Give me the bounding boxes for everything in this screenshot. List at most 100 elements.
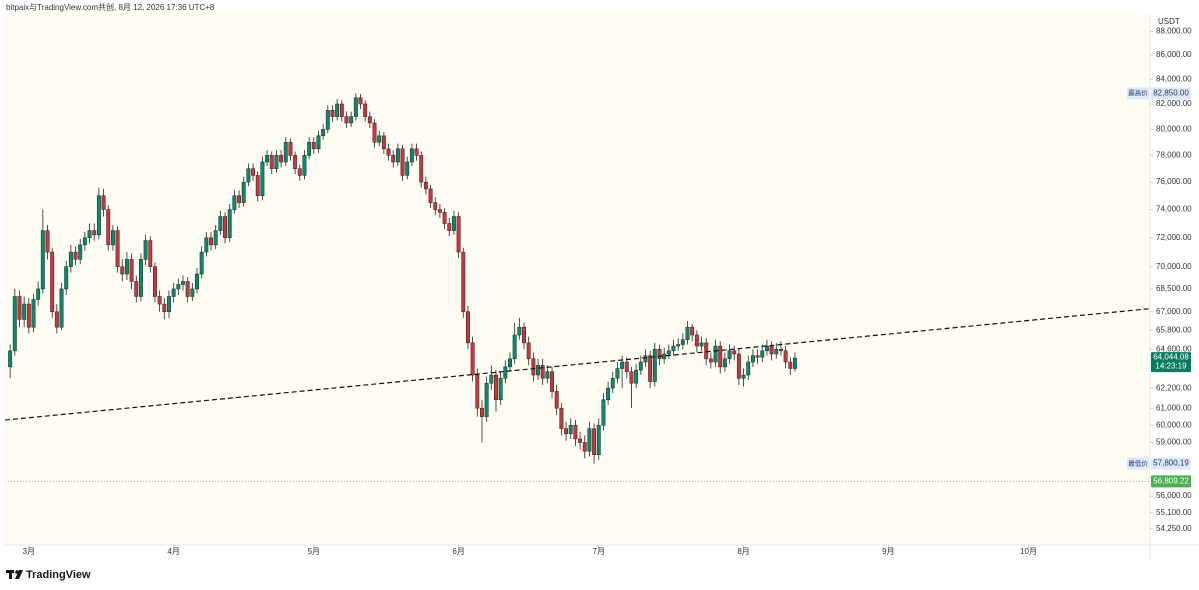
candle-body	[657, 348, 662, 360]
candle-body	[176, 284, 181, 290]
candle-body	[101, 195, 106, 210]
last-price-label: 64,044.08	[1153, 353, 1189, 362]
candle-body	[629, 371, 634, 384]
y-tick-label: 67,000.00	[1156, 307, 1192, 316]
y-tick-label: 56,000.00	[1156, 491, 1192, 500]
candle-body	[110, 230, 115, 246]
candle-body	[475, 374, 480, 409]
candle-body	[54, 311, 59, 328]
currency: USDT	[1158, 17, 1180, 26]
y-tick-label: 88,000.00	[1156, 26, 1192, 35]
candle-body	[190, 288, 195, 297]
candle-body	[255, 175, 260, 196]
candle-body	[671, 345, 676, 352]
candle-body	[451, 216, 456, 231]
candle-body	[167, 296, 171, 312]
x-tick-label: 6月	[452, 547, 464, 556]
candle-body	[596, 424, 601, 455]
candle-body	[17, 296, 22, 320]
candle-body	[559, 407, 564, 429]
candle-body	[209, 237, 213, 246]
candle-body	[148, 240, 153, 267]
candle-body	[297, 168, 302, 176]
candle-body	[778, 348, 783, 352]
candle-body	[746, 361, 751, 376]
high-price-box	[1151, 87, 1191, 100]
candle-body	[106, 209, 111, 246]
candle-body	[540, 365, 545, 379]
candle-body	[732, 350, 737, 355]
x-tick-label: 9月	[882, 547, 894, 556]
candle-body	[447, 223, 452, 231]
candle-body	[522, 326, 526, 344]
candle-body	[615, 368, 620, 379]
candle-body	[143, 240, 148, 260]
candle-body	[428, 188, 433, 203]
y-tick-label: 59,000.00	[1156, 438, 1192, 447]
candle-body	[96, 195, 101, 236]
candle-body	[788, 361, 793, 369]
candle-body	[564, 428, 569, 435]
candle-body	[437, 209, 442, 213]
y-tick-label: 84,000.00	[1156, 74, 1192, 83]
candle-body	[218, 216, 223, 231]
candle-body	[316, 135, 321, 150]
y-tick-label: 78,000.00	[1156, 151, 1192, 160]
candle-body	[414, 148, 419, 156]
candle-body	[498, 378, 503, 401]
candle-body	[64, 266, 69, 290]
candle-body	[115, 230, 120, 267]
candle-body	[82, 237, 87, 246]
y-tick-label: 54,250.00	[1156, 524, 1192, 533]
high-tag: 最高价	[1128, 88, 1148, 97]
x-tick-label: 5月	[308, 547, 320, 556]
candle-body	[50, 251, 55, 312]
candle-body	[685, 326, 690, 340]
candle-body	[265, 155, 270, 163]
candle-body	[367, 116, 372, 124]
candle-body	[241, 181, 246, 203]
candle-body	[377, 135, 382, 143]
candle-body	[26, 303, 31, 328]
candle-body	[311, 142, 316, 150]
y-tick-label: 70,000.00	[1156, 262, 1192, 271]
candle-body	[531, 358, 536, 376]
candle-body	[484, 382, 489, 417]
candle-body	[232, 195, 237, 210]
candle-body	[554, 391, 559, 409]
candle-body	[223, 216, 227, 238]
candle-body	[634, 369, 639, 384]
candle-body	[213, 230, 218, 246]
candle-body	[204, 237, 209, 253]
candle-body	[325, 110, 330, 130]
candle-body	[442, 212, 447, 224]
candle-body	[8, 350, 13, 368]
candle-body	[587, 428, 592, 452]
candle-body	[718, 345, 723, 368]
candle-body	[274, 155, 279, 169]
candle-body	[335, 103, 340, 117]
candle-body	[606, 387, 611, 401]
y-tick-label: 80,000.00	[1156, 124, 1192, 133]
low-price-label: 57,800.19	[1153, 459, 1189, 468]
marker-price-box	[1151, 475, 1191, 488]
candle-body	[713, 345, 718, 363]
candle-body	[694, 334, 699, 347]
candle-body	[648, 355, 653, 382]
x-tick-label: 4月	[167, 547, 179, 556]
candle-body	[358, 97, 363, 105]
candle-body	[87, 230, 92, 238]
candle-body	[489, 374, 494, 384]
candle-body	[349, 116, 354, 124]
candle-body	[601, 399, 606, 426]
high-price-label: 82,850.00	[1153, 88, 1189, 97]
candle-body	[31, 299, 36, 328]
x-tick-label: 3月	[23, 547, 35, 556]
candle-body	[456, 216, 461, 253]
header: bitpaix与TradingView.com共创, 8月 12, 2026 1…	[6, 2, 215, 12]
marker-price-label: 56,809.22	[1153, 476, 1189, 485]
candle-body	[181, 281, 185, 285]
candle-body	[162, 303, 167, 312]
candle-body	[774, 348, 779, 355]
candle-body	[363, 103, 368, 117]
